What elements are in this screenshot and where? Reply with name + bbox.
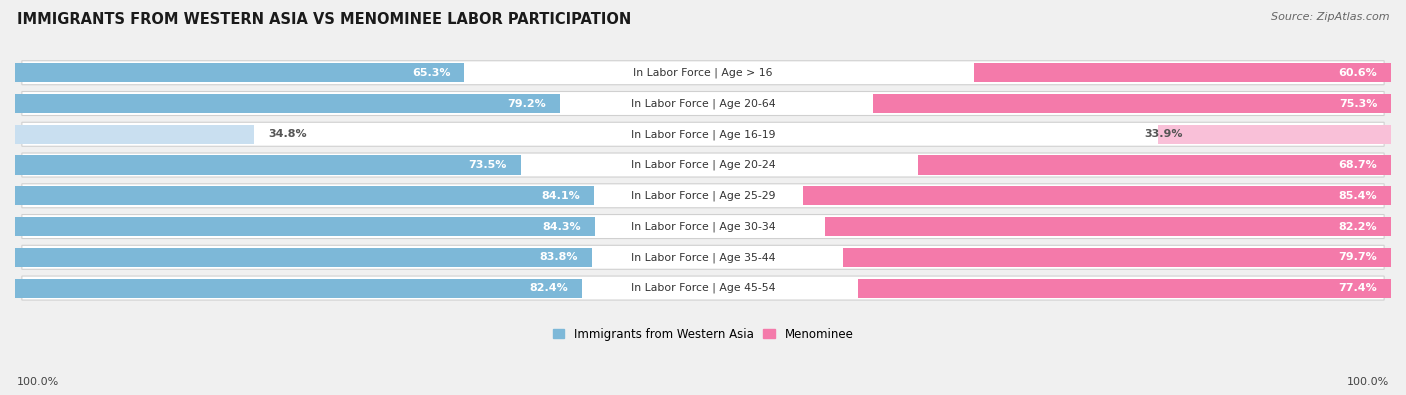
Text: 34.8%: 34.8% (269, 129, 307, 139)
Bar (873, 94, 1391, 113)
FancyBboxPatch shape (22, 153, 1384, 177)
Text: 100.0%: 100.0% (17, 377, 59, 387)
Text: 83.8%: 83.8% (540, 252, 578, 262)
FancyBboxPatch shape (22, 245, 1384, 269)
Text: 73.5%: 73.5% (468, 160, 508, 170)
Text: 65.3%: 65.3% (412, 68, 450, 78)
FancyBboxPatch shape (22, 184, 1384, 208)
Legend: Immigrants from Western Asia, Menominee: Immigrants from Western Asia, Menominee (548, 324, 858, 346)
Text: 84.1%: 84.1% (541, 191, 579, 201)
Bar (859, 278, 1391, 297)
Text: 60.6%: 60.6% (1339, 68, 1378, 78)
Text: 79.2%: 79.2% (508, 98, 546, 109)
Text: In Labor Force | Age 20-64: In Labor Force | Age 20-64 (631, 98, 775, 109)
Bar (15, 278, 582, 297)
FancyBboxPatch shape (22, 122, 1384, 146)
Text: In Labor Force | Age 45-54: In Labor Force | Age 45-54 (631, 283, 775, 293)
Text: In Labor Force | Age 35-44: In Labor Force | Age 35-44 (631, 252, 775, 263)
Text: In Labor Force | Age 25-29: In Labor Force | Age 25-29 (631, 190, 775, 201)
Text: 77.4%: 77.4% (1339, 283, 1378, 293)
Bar (15, 63, 464, 82)
FancyBboxPatch shape (22, 61, 1384, 85)
Text: In Labor Force | Age > 16: In Labor Force | Age > 16 (633, 68, 773, 78)
Text: 33.9%: 33.9% (1144, 129, 1182, 139)
Bar (803, 186, 1391, 205)
Bar (15, 125, 254, 144)
Text: 82.4%: 82.4% (530, 283, 568, 293)
Bar (15, 186, 593, 205)
Bar (15, 248, 592, 267)
Bar (918, 156, 1391, 175)
FancyBboxPatch shape (22, 276, 1384, 300)
Text: In Labor Force | Age 30-34: In Labor Force | Age 30-34 (631, 221, 775, 232)
Text: 84.3%: 84.3% (543, 222, 581, 231)
Bar (15, 156, 520, 175)
Text: 68.7%: 68.7% (1339, 160, 1378, 170)
Bar (974, 63, 1391, 82)
Text: 85.4%: 85.4% (1339, 191, 1378, 201)
Text: IMMIGRANTS FROM WESTERN ASIA VS MENOMINEE LABOR PARTICIPATION: IMMIGRANTS FROM WESTERN ASIA VS MENOMINE… (17, 12, 631, 27)
Bar (825, 217, 1391, 236)
Text: 82.2%: 82.2% (1339, 222, 1378, 231)
Bar (15, 217, 595, 236)
Bar (15, 94, 560, 113)
Text: 75.3%: 75.3% (1339, 98, 1378, 109)
Bar (842, 248, 1391, 267)
FancyBboxPatch shape (22, 214, 1384, 239)
Text: 100.0%: 100.0% (1347, 377, 1389, 387)
Text: Source: ZipAtlas.com: Source: ZipAtlas.com (1271, 12, 1389, 22)
FancyBboxPatch shape (22, 92, 1384, 115)
Bar (1157, 125, 1391, 144)
Text: In Labor Force | Age 16-19: In Labor Force | Age 16-19 (631, 129, 775, 139)
Text: In Labor Force | Age 20-24: In Labor Force | Age 20-24 (631, 160, 775, 170)
Text: 79.7%: 79.7% (1339, 252, 1378, 262)
